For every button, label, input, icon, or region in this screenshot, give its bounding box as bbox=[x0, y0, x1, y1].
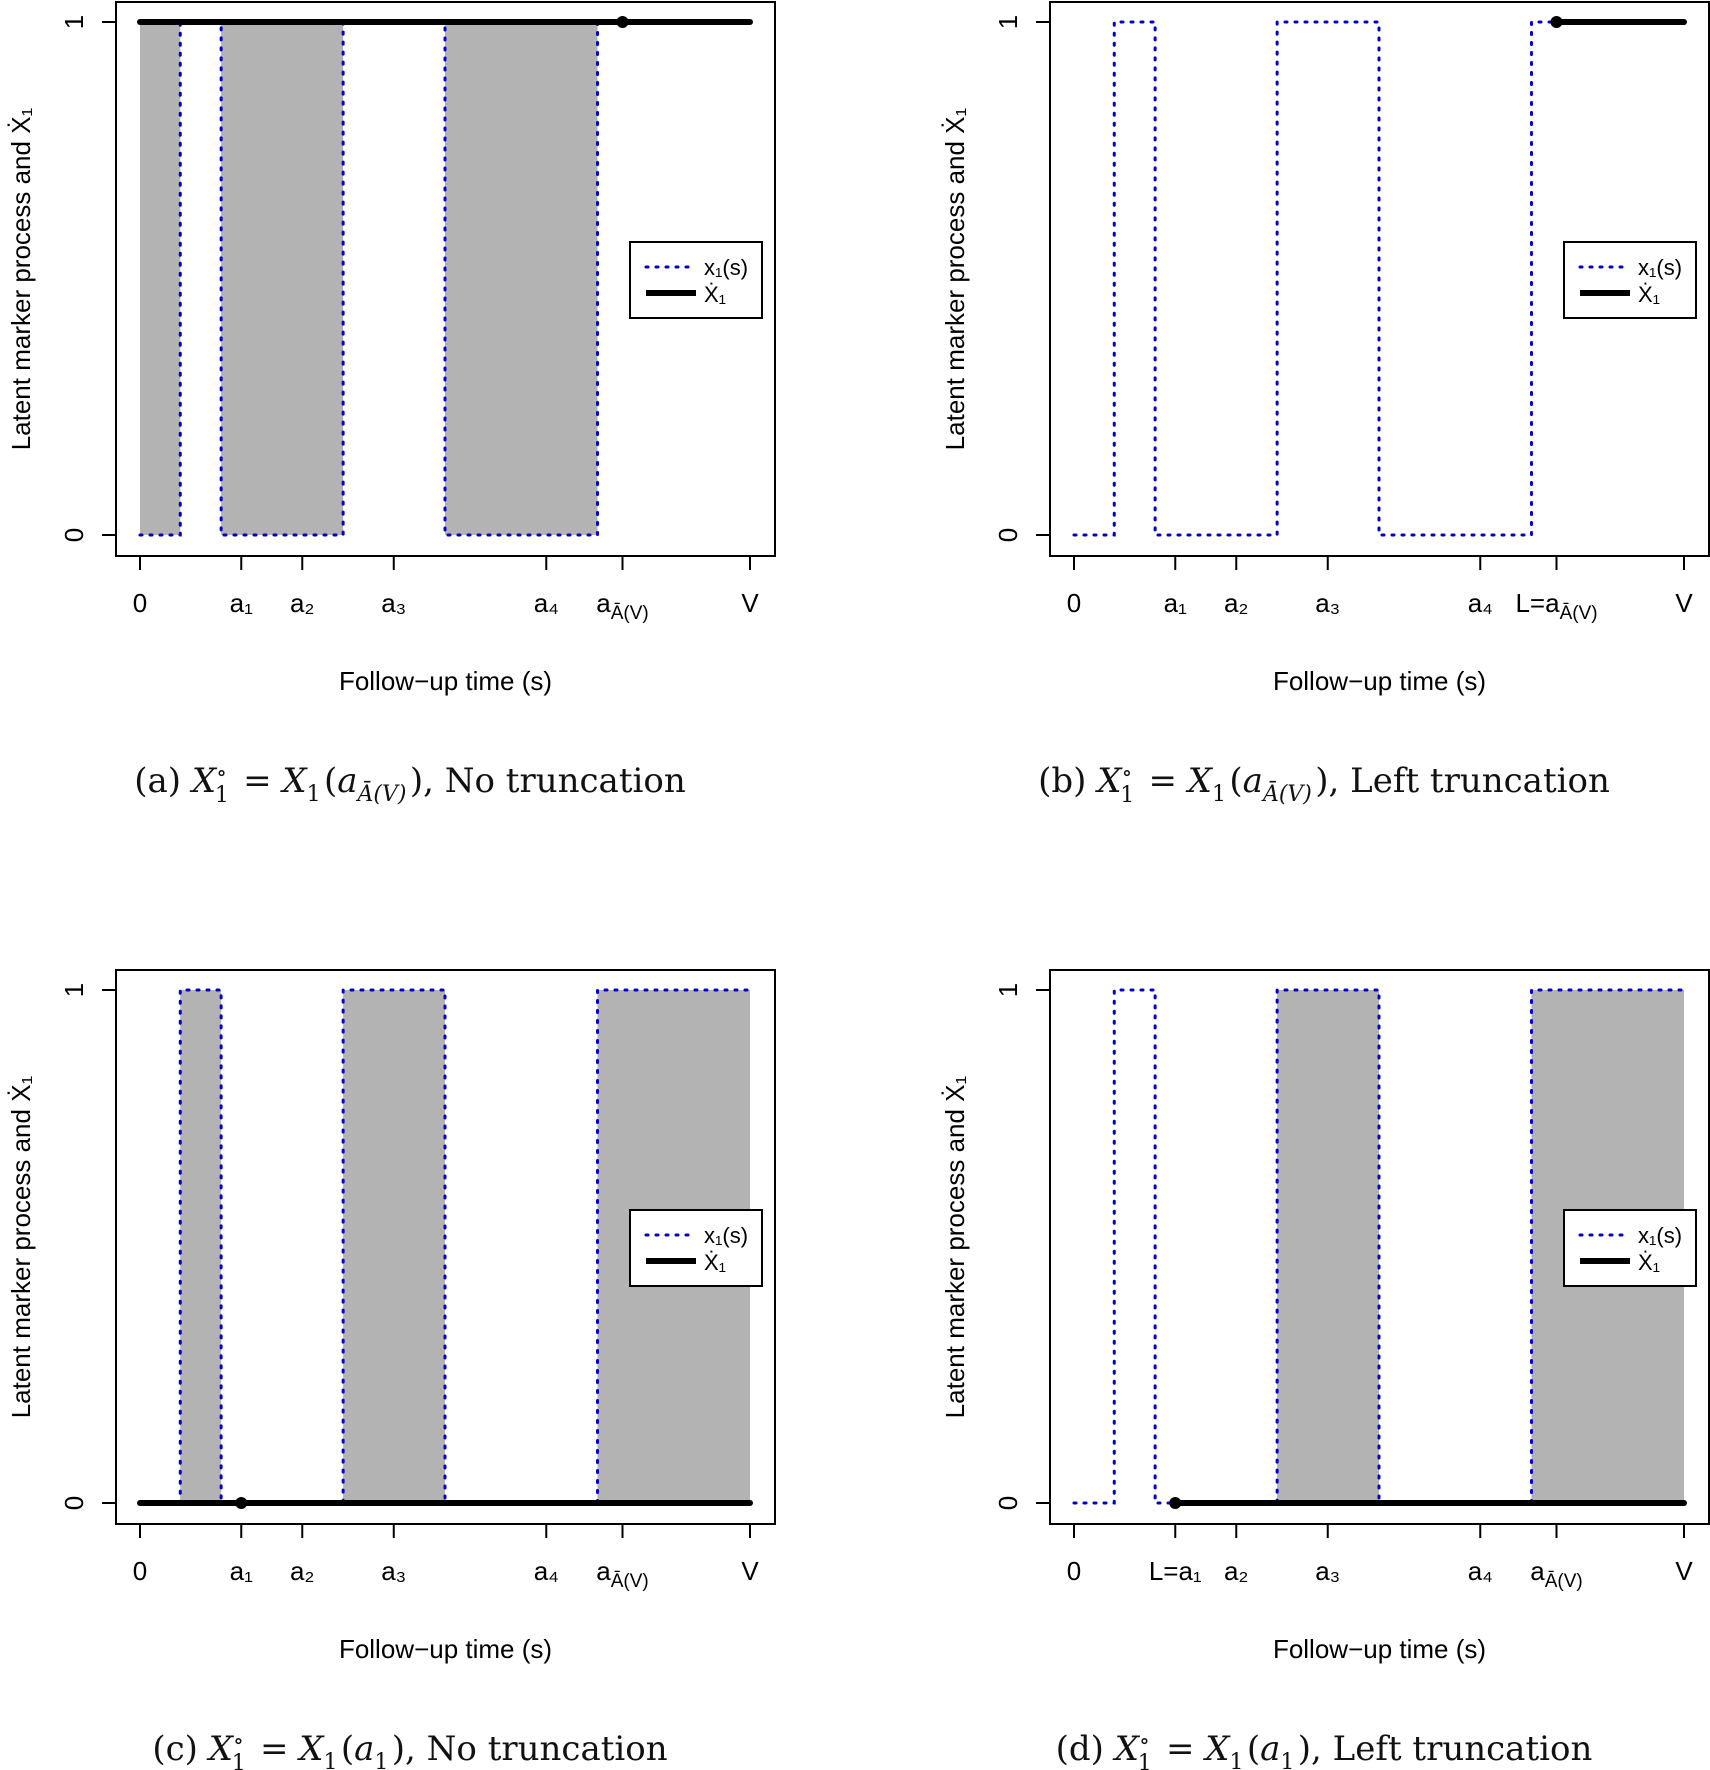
x-tick-label: aĀ(V) bbox=[596, 1556, 648, 1592]
chart-panel-c: 0 1 0 a₁ a₂ a₃ a₄ aĀ(V) V Follow−up time (s) Laten… bbox=[6, 969, 776, 1770]
legend-entry-x1-observed: Ẋ₁ bbox=[1638, 282, 1660, 307]
x-tick-label: 0 bbox=[133, 588, 147, 618]
x-tick-label: a₁ bbox=[1164, 588, 1187, 618]
shaded-interval bbox=[180, 990, 222, 1503]
panel-caption: (b) X∘ 1 = X1 (aĀ(V) ), Left truncation bbox=[1038, 761, 1610, 808]
x-tick-label: a₄ bbox=[534, 588, 559, 618]
y-tick-label: 1 bbox=[59, 15, 89, 29]
y-tick-label: 1 bbox=[993, 983, 1023, 997]
x-tick-label: a₃ bbox=[1315, 1556, 1340, 1586]
x-tick-label: a₁ bbox=[230, 588, 253, 618]
legend-entry-x1-observed: Ẋ₁ bbox=[1638, 1250, 1660, 1275]
x-tick-label: a₂ bbox=[1224, 588, 1249, 618]
shaded-interval bbox=[343, 990, 445, 1503]
legend-box bbox=[629, 1209, 763, 1287]
x-tick-label: a₁ bbox=[230, 1556, 253, 1586]
legend-entry-x1-observed: Ẋ₁ bbox=[704, 282, 726, 307]
x-tick-label: 0 bbox=[1067, 1556, 1081, 1586]
plot-frame bbox=[1049, 1, 1710, 557]
panel-caption: (c) X∘ 1 = X1 (a1 ), No truncation bbox=[152, 1729, 667, 1770]
y-tick-label: 0 bbox=[993, 1496, 1023, 1510]
marker-point bbox=[1169, 1497, 1182, 1509]
legend-box bbox=[1563, 241, 1697, 319]
panel-caption: (a) X∘ 1 = X1 (aĀ(V) ), No truncation bbox=[134, 761, 685, 808]
chart-panel-a: 0 1 0 a₁ a₂ a₃ a₄ aĀ(V) V Follow−up time (s) Laten… bbox=[6, 1, 776, 808]
legend-entry-x1-s: x₁(s) bbox=[1638, 255, 1682, 280]
legend-entry-x1-s: x₁(s) bbox=[1638, 1223, 1682, 1248]
x-tick-label: V bbox=[1675, 588, 1693, 618]
x-tick-label: L=a₁ bbox=[1149, 1556, 1202, 1586]
marker-point bbox=[1550, 16, 1563, 28]
x-axis-label: Follow−up time (s) bbox=[339, 666, 552, 696]
x-axis-label: Follow−up time (s) bbox=[1273, 1634, 1486, 1664]
y-tick-label: 1 bbox=[59, 983, 89, 997]
x-tick-label: 0 bbox=[133, 1556, 147, 1586]
y-axis-label: Latent marker process and Ẋ₁ bbox=[6, 107, 36, 450]
legend: x₁(s)Ẋ₁ bbox=[629, 241, 763, 319]
shaded-interval bbox=[221, 22, 344, 535]
y-tick-label: 0 bbox=[993, 528, 1023, 542]
x-tick-label: a₃ bbox=[1315, 588, 1340, 618]
chart-panel-d: 0 1 0 L=a₁ a₂ a₃ a₄ aĀ(V) V Follow−up time (s) Lat… bbox=[940, 969, 1710, 1770]
legend: x₁(s)Ẋ₁ bbox=[1563, 241, 1697, 319]
x-tick-label: a₃ bbox=[381, 588, 406, 618]
y-tick-label: 1 bbox=[993, 15, 1023, 29]
x-tick-label: L=aĀ(V) bbox=[1515, 588, 1597, 624]
x-tick-label: V bbox=[1675, 1556, 1693, 1586]
legend-box bbox=[1563, 1209, 1697, 1287]
shaded-interval bbox=[140, 22, 181, 535]
plot-frame bbox=[1049, 969, 1710, 1525]
x-tick-label: 0 bbox=[1067, 588, 1081, 618]
legend-box bbox=[629, 241, 763, 319]
legend: x₁(s)Ẋ₁ bbox=[629, 1209, 763, 1287]
x-tick-label: aĀ(V) bbox=[1530, 1556, 1582, 1592]
y-axis-label: Latent marker process and Ẋ₁ bbox=[6, 1075, 36, 1418]
x-tick-label: aĀ(V) bbox=[596, 588, 648, 624]
legend-entry-x1-s: x₁(s) bbox=[704, 255, 748, 280]
x-tick-label: a₂ bbox=[1224, 1556, 1249, 1586]
x-tick-label: V bbox=[741, 1556, 759, 1586]
x-tick-label: a₄ bbox=[534, 1556, 559, 1586]
y-axis-label: Latent marker process and Ẋ₁ bbox=[940, 107, 970, 450]
x-axis-label: Follow−up time (s) bbox=[1273, 666, 1486, 696]
shaded-interval bbox=[445, 22, 598, 535]
plot-frame bbox=[115, 969, 776, 1525]
x-tick-label: a₄ bbox=[1468, 588, 1493, 618]
x-tick-label: a₂ bbox=[290, 1556, 315, 1586]
chart-panel-b: 0 1 0 a₁ a₂ a₃ a₄ L=aĀ(V) V Follow−up time (s) Lat… bbox=[940, 1, 1710, 808]
y-axis-label: Latent marker process and Ẋ₁ bbox=[940, 1075, 970, 1418]
legend-entry-x1-s: x₁(s) bbox=[704, 1223, 748, 1248]
x-tick-label: a₃ bbox=[381, 1556, 406, 1586]
legend-entry-x1-observed: Ẋ₁ bbox=[704, 1250, 726, 1275]
x-tick-label: a₄ bbox=[1468, 1556, 1493, 1586]
panel-caption: (d) X∘ 1 = X1 (a1 ), Left truncation bbox=[1056, 1729, 1593, 1770]
marker-point bbox=[235, 1497, 248, 1509]
x-tick-label: a₂ bbox=[290, 588, 315, 618]
shaded-interval bbox=[1277, 990, 1379, 1503]
x-axis-label: Follow−up time (s) bbox=[339, 1634, 552, 1664]
plot-frame bbox=[115, 1, 776, 557]
marker-point bbox=[616, 16, 629, 28]
y-tick-label: 0 bbox=[59, 1496, 89, 1510]
legend: x₁(s)Ẋ₁ bbox=[1563, 1209, 1697, 1287]
x-tick-label: V bbox=[741, 588, 759, 618]
y-tick-label: 0 bbox=[59, 528, 89, 542]
